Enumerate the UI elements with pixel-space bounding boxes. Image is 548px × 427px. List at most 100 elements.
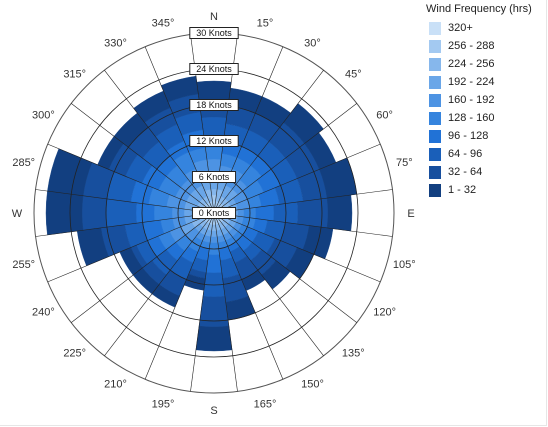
legend: Wind Frequency (hrs) 320+ 256 - 288 224 - … xyxy=(420,3,545,200)
wind-band-270deg-bin-8 xyxy=(81,195,108,231)
radial-spoke xyxy=(35,189,215,214)
legend-item: 96 - 128 xyxy=(428,128,545,144)
direction-label: 75° xyxy=(396,157,413,169)
radial-spoke xyxy=(144,212,215,380)
legend-label: 32 - 64 xyxy=(448,166,483,178)
radial-spoke xyxy=(47,143,215,214)
ring-label-box xyxy=(189,63,239,75)
direction-label: 285° xyxy=(12,157,35,169)
wind-band-180deg-bin-4 xyxy=(209,236,219,244)
radial-spoke xyxy=(104,70,215,214)
radial-spoke xyxy=(104,212,215,356)
radial-spoke xyxy=(35,212,215,237)
wind-band-180deg-bin-6 xyxy=(205,254,223,274)
wind-band-90deg-bin-4 xyxy=(237,208,245,218)
wind-band-0deg-bin-7 xyxy=(201,116,227,136)
radial-spoke xyxy=(213,46,284,214)
direction-label: 255° xyxy=(12,259,35,271)
ring-label: 30 Knots xyxy=(196,28,232,38)
legend-label: 64 - 96 xyxy=(448,148,483,160)
direction-label: 225° xyxy=(63,347,86,359)
radial-spoke xyxy=(190,212,215,392)
direction-label: 345° xyxy=(152,18,175,30)
direction-label: N xyxy=(210,11,218,23)
wind-band-0deg-bin-5 xyxy=(205,146,223,160)
direction-label: 135° xyxy=(342,347,365,359)
radial-spoke xyxy=(213,212,324,356)
legend-item: 256 - 288 xyxy=(428,38,545,54)
wind-band-270deg-bin-9 xyxy=(45,190,84,236)
direction-label: 330° xyxy=(104,37,127,49)
legend-item: 160 - 192 xyxy=(428,92,545,108)
ring-label: 6 Knots xyxy=(199,172,230,182)
radial-spoke xyxy=(213,212,238,392)
direction-label: 165° xyxy=(254,398,277,410)
direction-label: 300° xyxy=(32,110,55,122)
direction-label: 105° xyxy=(393,259,416,271)
legend-swatch xyxy=(428,182,442,198)
legend-items: 320+ 256 - 288 224 - 256 192 - 224 160 - 192… xyxy=(420,20,545,198)
radial-spoke xyxy=(213,70,324,214)
legend-item: 32 - 64 xyxy=(428,164,545,180)
wind-band-90deg-bin-8 xyxy=(297,197,329,229)
direction-label: 315° xyxy=(63,69,86,81)
legend-label: 320+ xyxy=(448,22,473,34)
direction-label: 195° xyxy=(152,398,175,410)
wind-band-270deg-bin-6 xyxy=(135,202,155,224)
direction-label: 120° xyxy=(373,307,396,319)
wind-band-0deg-bin-9 xyxy=(196,80,232,101)
radial-spoke xyxy=(213,212,381,283)
direction-labels: N 15° 30° 45° 60° 75° E 105° 120° 135° 150° 165° S 19… xyxy=(12,11,416,417)
legend-swatch xyxy=(428,164,442,180)
legend-label: 224 - 256 xyxy=(448,58,495,70)
direction-label: E xyxy=(407,208,414,220)
legend-label: 192 - 224 xyxy=(448,76,495,88)
ring-label: 18 Knots xyxy=(196,100,232,110)
ring-label-box xyxy=(189,27,239,39)
wind-band-270deg-bin-5 xyxy=(153,204,173,222)
wind-band-90deg-bin-9 xyxy=(326,194,353,232)
wind-band-90deg-bin-6 xyxy=(255,204,275,222)
radial-spoke xyxy=(213,143,381,214)
direction-label: W xyxy=(12,208,23,220)
wind-band-180deg-bin-8 xyxy=(198,296,230,328)
ring-label-box xyxy=(189,135,239,147)
radial-spoke xyxy=(213,212,284,380)
legend-label: 160 - 192 xyxy=(448,94,495,106)
legend-swatch xyxy=(428,128,442,144)
radial-spoke xyxy=(71,212,215,323)
legend-swatch xyxy=(428,92,442,108)
ring-label-box xyxy=(189,99,239,111)
ring-label: 24 Knots xyxy=(196,64,232,74)
direction-label: 210° xyxy=(104,379,127,391)
legend-swatch xyxy=(428,110,442,126)
ring-label-box xyxy=(191,207,237,219)
radial-spoke xyxy=(213,189,393,214)
direction-label: 150° xyxy=(301,379,324,391)
legend-swatch xyxy=(428,38,442,54)
legend-swatch xyxy=(428,56,442,72)
speed-ring-labels: 0 Knots 6 Knots 12 Knots 18 Knots 24 Knots 30… xyxy=(189,27,239,219)
ring-label-box xyxy=(191,171,237,183)
direction-label: 60° xyxy=(376,110,393,122)
legend-swatch xyxy=(428,20,442,36)
direction-label: S xyxy=(210,405,217,417)
radial-spoke xyxy=(213,212,393,237)
legend-label: 96 - 128 xyxy=(448,130,489,142)
legend-title: Wind Frequency (hrs) xyxy=(426,3,532,15)
legend-label: 128 - 160 xyxy=(448,112,495,124)
wind-band-180deg-bin-9 xyxy=(195,325,233,352)
legend-item: 128 - 160 xyxy=(428,110,545,126)
radial-spoke xyxy=(47,212,215,283)
legend-label: 256 - 288 xyxy=(448,40,495,52)
legend-item: 224 - 256 xyxy=(428,56,545,72)
ring-label: 0 Knots xyxy=(199,208,230,218)
direction-label: 30° xyxy=(304,37,321,49)
legend-swatch xyxy=(428,74,442,90)
legend-swatch xyxy=(428,146,442,162)
radial-spoke xyxy=(213,212,357,323)
legend-item: 192 - 224 xyxy=(428,74,545,90)
direction-label: 240° xyxy=(32,307,55,319)
radial-spoke xyxy=(213,103,357,214)
